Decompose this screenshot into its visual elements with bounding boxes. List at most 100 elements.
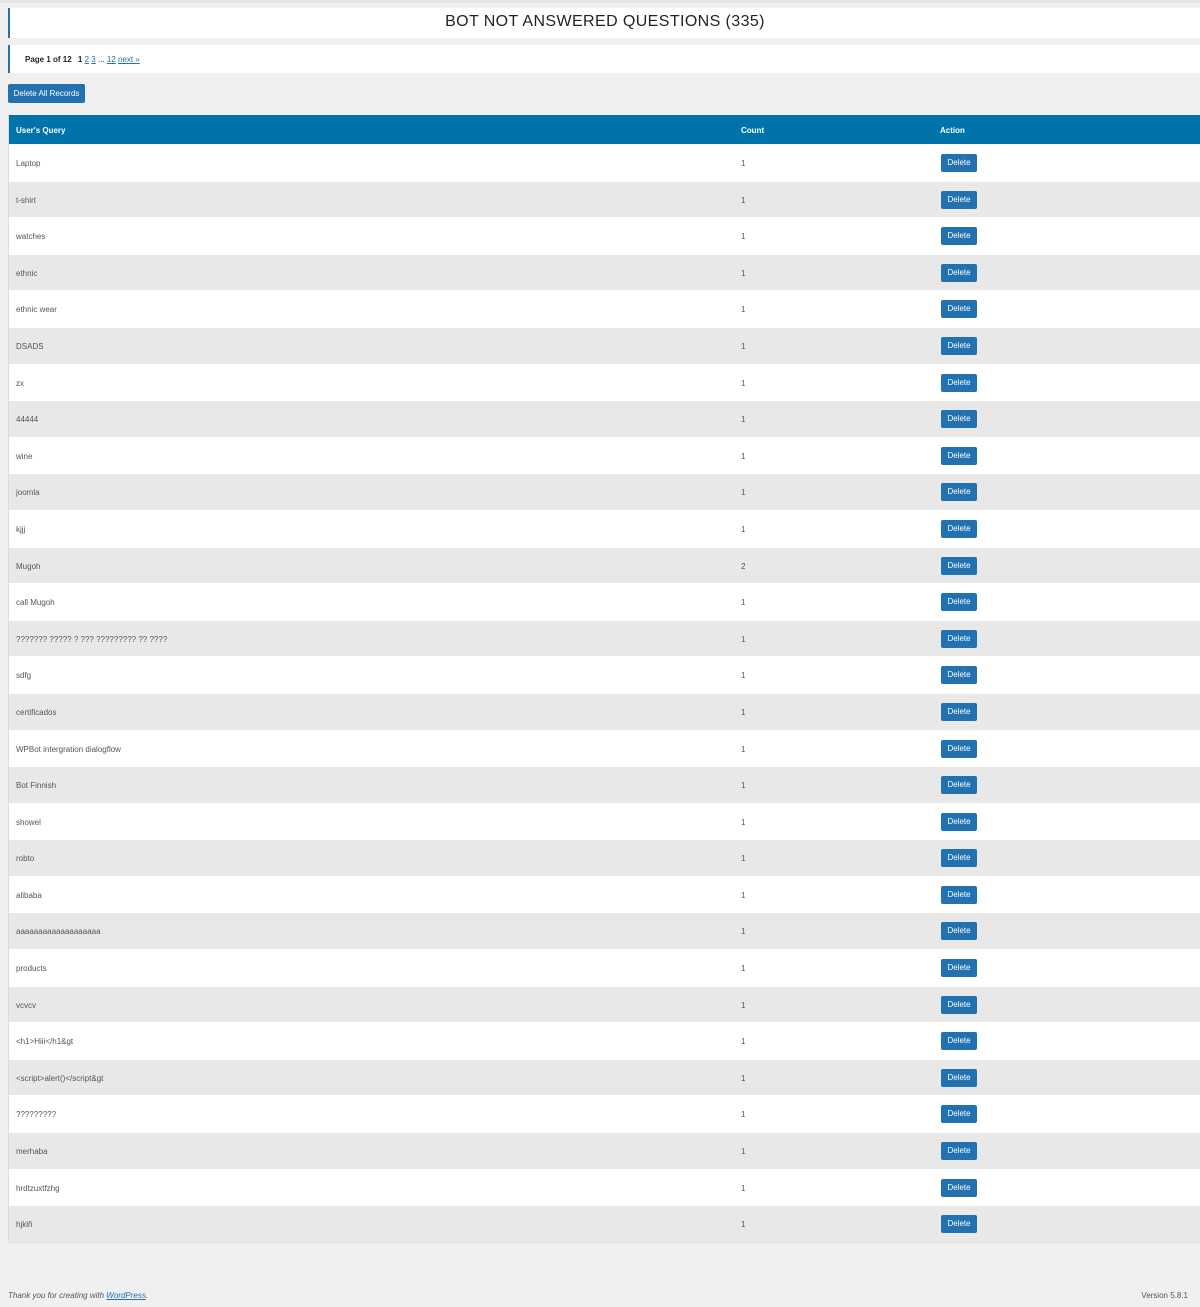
delete-button[interactable]: Delete — [941, 1178, 977, 1197]
table-row: showel 1 Delete — [9, 802, 1200, 840]
query-cell: Bot Finnish — [16, 781, 57, 791]
query-cell: kjjj — [16, 524, 26, 534]
delete-button[interactable]: Delete — [941, 410, 977, 429]
delete-button[interactable]: Delete — [941, 593, 977, 612]
count-cell: 1 — [741, 1220, 746, 1230]
delete-button[interactable]: Delete — [941, 849, 977, 868]
delete-button[interactable]: Delete — [941, 190, 977, 209]
delete-button[interactable]: Delete — [941, 519, 977, 538]
table-row: zx 1 Delete — [9, 363, 1200, 401]
delete-button[interactable]: Delete — [941, 263, 977, 282]
count-cell: 1 — [741, 964, 746, 974]
delete-button[interactable]: Delete — [941, 1215, 977, 1234]
query-cell: <script>alert()</script&gt — [16, 1073, 104, 1083]
query-cell: robto — [16, 854, 35, 864]
delete-button[interactable]: Delete — [941, 227, 977, 246]
count-cell: 1 — [741, 378, 746, 388]
count-cell: 1 — [741, 634, 746, 644]
delete-button[interactable]: Delete — [941, 776, 977, 795]
count-cell: 1 — [741, 1147, 746, 1157]
table-row: joomla 1 Delete — [9, 473, 1200, 510]
delete-button[interactable]: Delete — [941, 629, 977, 648]
count-cell: 1 — [741, 268, 746, 278]
wordpress-link[interactable]: WordPress — [106, 1291, 146, 1300]
table-row: 44444 1 Delete — [9, 400, 1200, 437]
query-cell: DSADS — [16, 341, 44, 351]
table-row: ethnic 1 Delete — [9, 253, 1200, 291]
table-row: Bot Finnish 1 Delete — [9, 766, 1200, 803]
count-cell: 1 — [741, 1073, 746, 1083]
pagination-ellipsis: ... — [97, 55, 105, 64]
delete-all-records-button[interactable]: Delete All Records — [8, 84, 85, 103]
next-page-link[interactable]: next » — [118, 55, 140, 64]
delete-button[interactable]: Delete — [941, 702, 977, 721]
table-row: merhaba 1 Delete — [9, 1132, 1200, 1169]
current-page: 1 — [77, 55, 83, 64]
pagination: Page 1 of 12 1 2 3 ... 12 next » — [25, 55, 140, 64]
count-cell: 1 — [741, 927, 746, 937]
table-row: Laptop 1 Delete — [9, 144, 1200, 181]
query-cell: wine — [16, 451, 33, 461]
count-cell: 2 — [741, 561, 746, 571]
header-count: Count — [741, 126, 765, 135]
delete-button[interactable]: Delete — [941, 959, 977, 978]
query-cell: products — [16, 964, 47, 974]
delete-button[interactable]: Delete — [941, 1105, 977, 1124]
count-cell: 1 — [741, 1110, 746, 1120]
table-header: User's Query Count Action — [9, 115, 1200, 144]
page-link-3[interactable]: 3 — [91, 55, 96, 64]
query-cell: t-shirt — [16, 195, 36, 205]
delete-button[interactable]: Delete — [941, 739, 977, 758]
table-row: Mugoh 2 Delete — [9, 546, 1200, 584]
footer-version: Version 5.8.1 — [1141, 1291, 1188, 1300]
delete-button[interactable]: Delete — [941, 373, 977, 392]
delete-button[interactable]: Delete — [941, 1032, 977, 1051]
delete-button[interactable]: Delete — [941, 300, 977, 319]
delete-button[interactable]: Delete — [941, 483, 977, 502]
table-row: WPBot intergration dialogflow 1 Delete — [9, 729, 1200, 767]
delete-button[interactable]: Delete — [941, 154, 977, 172]
footer-thanks-suffix: . — [145, 1291, 149, 1300]
delete-button[interactable]: Delete — [941, 885, 977, 904]
page-link-2[interactable]: 2 — [84, 55, 90, 64]
count-cell: 1 — [741, 159, 746, 168]
table-body: Laptop 1 Delete t-shirt 1 Delete watches 1 Delet… — [9, 144, 1200, 1242]
delete-button[interactable]: Delete — [941, 666, 977, 685]
table-row: ??????? ????? ? ??? ????????? ?? ???? 1 De… — [9, 619, 1200, 657]
count-cell: 1 — [741, 671, 746, 681]
query-cell: WPBot intergration dialogflow — [16, 744, 121, 754]
table-row: call Mugoh 1 Delete — [9, 583, 1200, 620]
table-row: t-shirt 1 Delete — [9, 180, 1200, 218]
query-cell: call Mugoh — [16, 598, 55, 608]
delete-button[interactable]: Delete — [941, 556, 977, 575]
delete-button[interactable]: Delete — [941, 1068, 977, 1087]
table-row: aaaaaaaaaaaaaaaaaaa 1 Delete — [9, 912, 1200, 950]
query-cell: vcvcv — [16, 1000, 36, 1010]
header-action: Action — [940, 126, 965, 135]
query-cell: <h1>Hiii</h1&gt — [16, 1037, 74, 1047]
table-row: ethnic wear 1 Delete — [9, 290, 1200, 327]
table-row: <script>alert()</script&gt 1 Delete — [9, 1058, 1200, 1096]
query-cell: sdfg — [16, 671, 32, 681]
table-row: alibaba 1 Delete — [9, 875, 1200, 913]
count-cell: 1 — [741, 232, 746, 242]
delete-button[interactable]: Delete — [941, 336, 977, 355]
query-cell: showel — [16, 817, 41, 827]
query-cell: Mugoh — [16, 561, 41, 571]
delete-button[interactable]: Delete — [941, 1142, 977, 1161]
delete-button[interactable]: Delete — [941, 812, 977, 831]
header-users-query: User's Query — [16, 126, 66, 135]
page-info: Page 1 of 12 — [25, 55, 72, 64]
query-cell: zx — [16, 378, 24, 388]
queries-table: User's Query Count Action Laptop 1 Delete t… — [8, 115, 1200, 1243]
delete-button[interactable]: Delete — [941, 922, 977, 941]
count-cell: 1 — [741, 195, 746, 205]
query-cell: 44444 — [16, 415, 39, 425]
table-row: sdfg 1 Delete — [9, 656, 1200, 693]
count-cell: 1 — [741, 781, 746, 791]
delete-button[interactable]: Delete — [941, 446, 977, 465]
page-link-last[interactable]: 12 — [106, 55, 116, 64]
delete-button[interactable]: Delete — [941, 995, 977, 1014]
top-strip — [0, 0, 1200, 3]
table-row: kjjj 1 Delete — [9, 509, 1200, 547]
